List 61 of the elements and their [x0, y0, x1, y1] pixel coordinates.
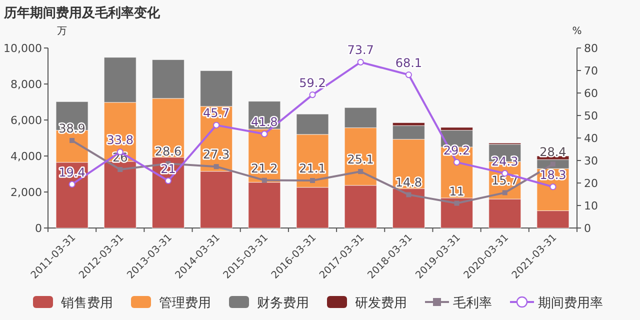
data-label: 41.8 [251, 114, 278, 129]
y2-tick-label: 10 [584, 200, 598, 212]
data-label: 21.1 [299, 162, 326, 176]
point [454, 200, 460, 206]
legend-label: 毛利率 [453, 295, 492, 311]
point [214, 164, 219, 170]
point [118, 167, 123, 172]
point [310, 178, 315, 184]
legend-label: 管理费用 [159, 296, 211, 311]
data-label: 24.3 [492, 154, 518, 168]
legend-label: 销售费用 [60, 296, 113, 311]
y-tick-label: 10,000 [4, 42, 42, 55]
y-axis-title: 万 [57, 26, 67, 37]
data-label: 68.1 [395, 56, 422, 70]
data-label: 25.1 [347, 152, 374, 167]
point [406, 192, 412, 198]
point [502, 190, 508, 196]
data-label: 73.7 [347, 43, 374, 58]
point [164, 177, 172, 184]
point [405, 71, 412, 78]
y-tick-label: 4,000 [10, 150, 42, 163]
point [68, 181, 76, 188]
point [550, 184, 556, 190]
data-label: 45.7 [202, 106, 230, 120]
data-label: 21.2 [251, 161, 278, 176]
y2-tick-label: 50 [584, 110, 598, 122]
point [453, 159, 460, 166]
y2-tick-label: 70 [584, 64, 598, 78]
y2-tick-label: 20 [584, 177, 598, 190]
data-label: 28.6 [154, 144, 182, 159]
point [309, 92, 316, 98]
chart-title: 历年期间费用及毛利率变化 [3, 5, 161, 21]
point [213, 122, 220, 128]
data-label: 28.4 [540, 145, 566, 160]
data-label: 14.8 [395, 176, 422, 190]
y2-tick-label: 80 [584, 42, 598, 55]
y2-tick-label: 60 [584, 87, 598, 100]
point [358, 169, 364, 174]
data-label: 33.8 [106, 132, 134, 147]
y-tick-label: 2,000 [10, 186, 42, 199]
data-label: 27.3 [202, 148, 230, 162]
y2-tick-label: 30 [584, 154, 598, 168]
point [70, 138, 75, 143]
legend-label: 研发费用 [355, 296, 407, 311]
point [261, 130, 268, 138]
legend-label: 财务费用 [257, 296, 309, 311]
point [357, 58, 364, 66]
data-label: 19.4 [58, 165, 86, 180]
y-tick-label: 0 [35, 222, 42, 235]
point [550, 162, 556, 167]
y-tick-label: 8,000 [10, 78, 42, 91]
y-tick-label: 6,000 [10, 114, 42, 127]
data-label: 59.2 [299, 76, 326, 90]
data-label: 18.3 [540, 168, 566, 182]
y2-axis-title: % [572, 26, 582, 37]
legend-label: 期间费用率 [538, 295, 603, 311]
y2-tick-label: 40 [584, 132, 598, 145]
data-label: 21 [160, 162, 176, 176]
point [262, 178, 267, 183]
y2-tick-label: 0 [584, 222, 591, 235]
data-label: 11 [449, 184, 464, 198]
